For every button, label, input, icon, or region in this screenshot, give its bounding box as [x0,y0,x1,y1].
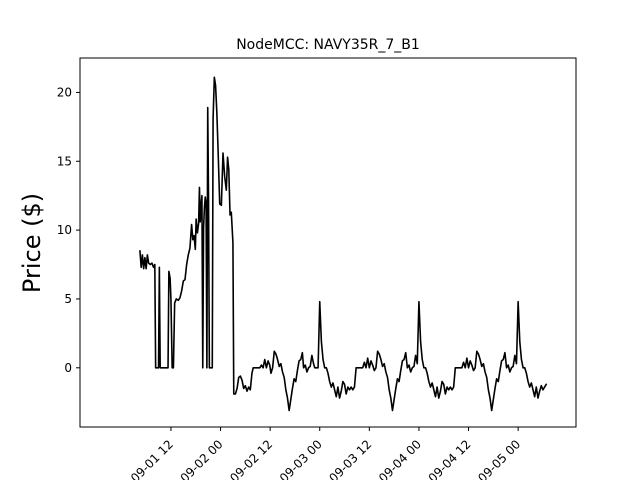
x-tick-label: 09-01 12 [128,437,176,480]
series-layer [139,76,548,412]
y-tick-label: 5 [64,292,72,306]
x-tick-label: 09-05 00 [475,437,523,480]
x-tick-label: 09-02 12 [227,437,275,480]
x-tick-label: 09-03 00 [277,437,325,480]
x-tick-label: 09-04 00 [376,437,424,480]
series-line-0 [139,76,548,412]
y-tick-label: 15 [57,154,72,168]
x-tick-label: 09-04 12 [426,437,474,480]
y-tick-label: 10 [57,223,72,237]
y-tick-label: 20 [57,85,72,99]
y-axis-label: Price ($) [18,193,46,293]
chart-title: NodeMCC: NAVY35R_7_B1 [236,37,420,53]
axis-ticks: 0 5 10 15 20 09-01 12 09-02 00 09-02 12 09-03 00… [57,85,524,480]
plot-area-frame [79,57,577,428]
x-tick-label: 09-02 00 [178,437,226,480]
x-tick-label: 09-03 12 [326,437,374,480]
y-tick-label: 0 [64,361,72,375]
